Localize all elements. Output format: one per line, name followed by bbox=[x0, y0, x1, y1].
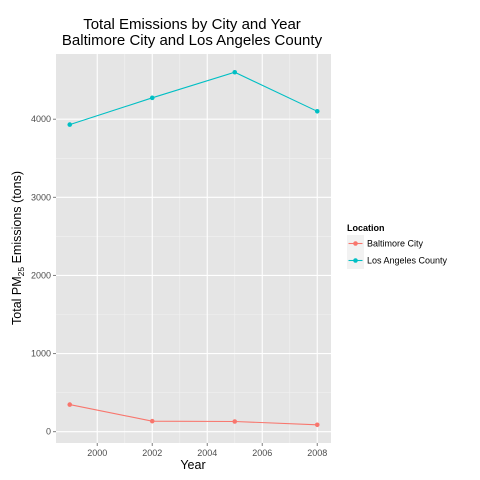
series-layer bbox=[67, 69, 320, 428]
y-tick-label: 0 bbox=[46, 427, 51, 437]
x-tick-label: 2008 bbox=[307, 448, 327, 458]
chart-title-line-1: Total Emissions by City and Year bbox=[83, 16, 301, 33]
x-tick-label: 2006 bbox=[252, 448, 272, 458]
series-line-los-angeles-county bbox=[69, 71, 318, 126]
x-tick-label: 2002 bbox=[142, 448, 162, 458]
data-point-baltimore-city bbox=[232, 419, 238, 424]
legend-key-point-baltimore-city bbox=[353, 241, 358, 246]
y-tick-label: 1000 bbox=[31, 349, 51, 359]
x-tick-label: 2000 bbox=[87, 448, 107, 458]
axis-ticks: 2000 2002 2004 2006 2008 0 1000 2000 3000 4000 bbox=[31, 114, 327, 458]
legend-key-point-los-angeles-county bbox=[353, 258, 358, 263]
legend-title: Location bbox=[347, 223, 385, 233]
y-tick-label: 3000 bbox=[31, 192, 51, 202]
y-axis-title-prefix: Total PM bbox=[10, 276, 24, 325]
y-axis-title-suffix: Emissions (tons) bbox=[10, 171, 24, 267]
data-point-los-angeles-county bbox=[314, 109, 320, 114]
series-line-baltimore-city bbox=[69, 404, 318, 426]
chart-title-line-2: Baltimore City and Los Angeles County bbox=[62, 32, 323, 49]
x-axis-title: Year bbox=[180, 458, 205, 472]
y-tick-label: 4000 bbox=[31, 114, 51, 124]
data-point-baltimore-city bbox=[314, 422, 320, 428]
data-point-los-angeles-county bbox=[67, 122, 73, 127]
data-point-los-angeles-county bbox=[232, 69, 238, 75]
y-tick-label: 2000 bbox=[31, 270, 51, 280]
grid-lines bbox=[56, 54, 331, 443]
data-point-baltimore-city bbox=[149, 418, 155, 424]
legend-label-los-angeles-county: Los Angeles County bbox=[367, 256, 448, 266]
y-axis-title-subscript: 25 bbox=[16, 267, 26, 277]
legend-label-baltimore-city: Baltimore City bbox=[367, 239, 424, 249]
legend: Baltimore City Los Angeles County bbox=[347, 235, 448, 269]
x-tick-label: 2004 bbox=[197, 448, 217, 458]
y-axis-title: Total PM25 Emissions (tons) bbox=[10, 171, 26, 325]
data-point-baltimore-city bbox=[67, 402, 73, 407]
data-point-los-angeles-county bbox=[149, 95, 155, 101]
